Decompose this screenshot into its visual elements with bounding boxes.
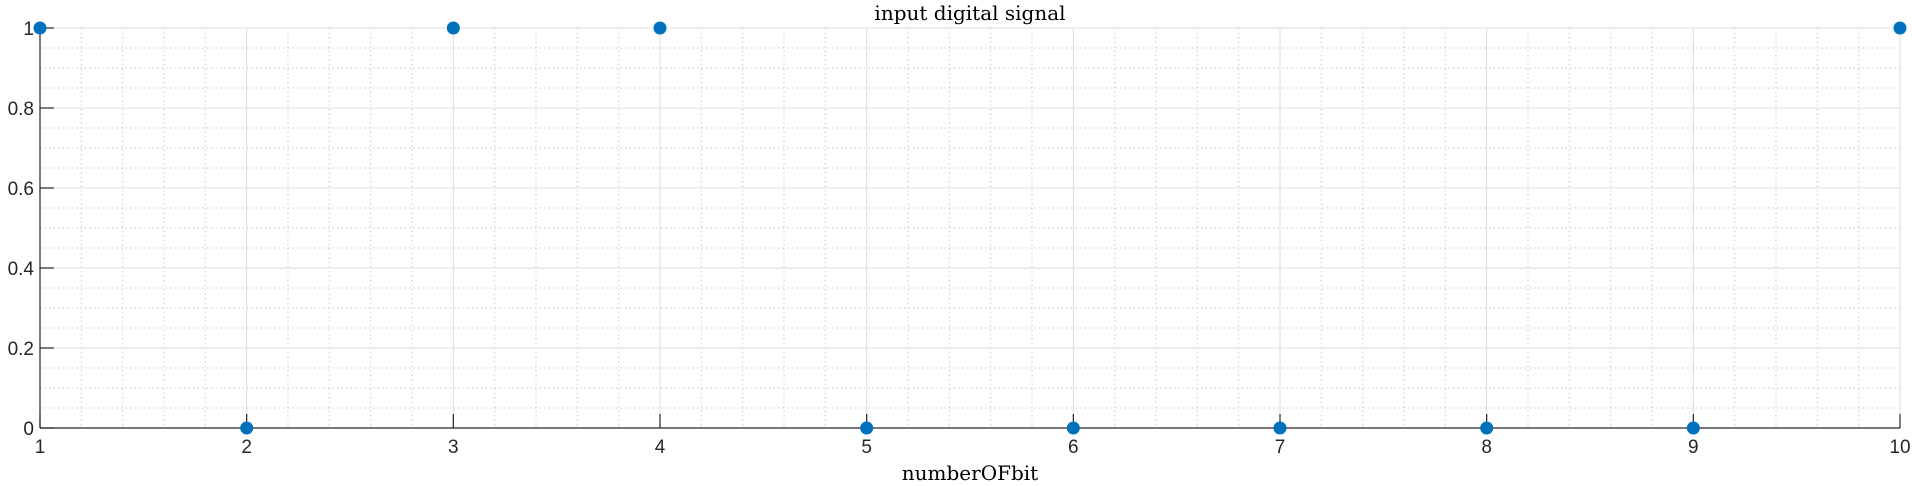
data-point <box>446 21 460 35</box>
y-tick-label: 0.6 <box>8 179 34 200</box>
x-tick-label: 7 <box>1275 437 1286 458</box>
data-point <box>1686 421 1700 435</box>
axes <box>39 28 1900 429</box>
x-tick-label: 9 <box>1688 437 1699 458</box>
x-tick-label: 4 <box>655 437 666 458</box>
x-axis-ticks: 1 2 3 4 5 6 7 8 9 10 <box>35 414 1911 458</box>
data-points <box>33 21 1907 435</box>
data-point <box>1273 421 1287 435</box>
y-tick-label: 1 <box>23 19 34 40</box>
y-tick-label: 0.4 <box>8 259 35 280</box>
data-point <box>860 421 874 435</box>
data-point <box>1893 21 1907 35</box>
x-tick-label: 6 <box>1068 437 1079 458</box>
y-tick-label: 0.2 <box>8 339 34 360</box>
x-tick-label: 5 <box>861 437 872 458</box>
x-tick-label: 8 <box>1481 437 1492 458</box>
x-tick-label: 3 <box>448 437 459 458</box>
plot-area <box>40 28 1900 428</box>
x-axis-label: numberOFbit <box>902 461 1038 485</box>
data-point <box>1066 421 1080 435</box>
data-point <box>33 21 47 35</box>
data-point <box>653 21 667 35</box>
data-point <box>1480 421 1494 435</box>
minor-grid <box>40 28 1900 428</box>
y-tick-label: 0 <box>23 419 34 440</box>
x-tick-label: 2 <box>241 437 252 458</box>
y-axis-ticks: 0 0.2 0.4 0.6 0.8 1 <box>8 19 54 440</box>
x-tick-label: 10 <box>1889 437 1910 458</box>
chart-title: input digital signal <box>874 1 1065 25</box>
x-tick-label: 1 <box>35 437 46 458</box>
y-tick-label: 0.8 <box>8 99 34 120</box>
data-point <box>240 421 254 435</box>
